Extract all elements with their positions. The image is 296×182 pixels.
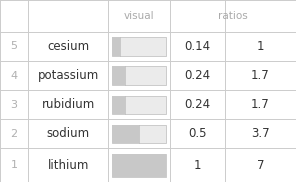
Text: 1: 1 [257, 40, 264, 53]
Text: 4: 4 [10, 71, 18, 80]
Text: 7: 7 [257, 159, 264, 172]
Bar [112, 125, 139, 143]
Bar [112, 125, 166, 143]
Text: 0.24: 0.24 [184, 69, 211, 82]
Bar [112, 37, 166, 56]
Text: 0.14: 0.14 [184, 40, 211, 53]
Text: 1: 1 [194, 159, 201, 172]
Text: 0.24: 0.24 [184, 98, 211, 111]
Bar [112, 66, 125, 85]
Text: 1.7: 1.7 [251, 98, 270, 111]
Text: 1.7: 1.7 [251, 69, 270, 82]
Bar [112, 96, 166, 114]
Text: 5: 5 [11, 41, 17, 51]
Text: 3.7: 3.7 [251, 127, 270, 140]
Bar [112, 154, 166, 177]
Text: visual: visual [124, 11, 155, 21]
Bar [112, 66, 166, 85]
Text: 2: 2 [10, 129, 18, 139]
Bar [112, 96, 125, 114]
Text: sodium: sodium [46, 127, 90, 140]
Text: potassium: potassium [38, 69, 99, 82]
Bar [112, 154, 166, 177]
Text: lithium: lithium [47, 159, 89, 172]
Bar [112, 37, 120, 56]
Text: 3: 3 [11, 100, 17, 110]
Text: cesium: cesium [47, 40, 89, 53]
Text: 0.5: 0.5 [188, 127, 207, 140]
Text: rubidium: rubidium [41, 98, 95, 111]
Text: ratios: ratios [218, 11, 248, 21]
Text: 1: 1 [11, 160, 17, 170]
